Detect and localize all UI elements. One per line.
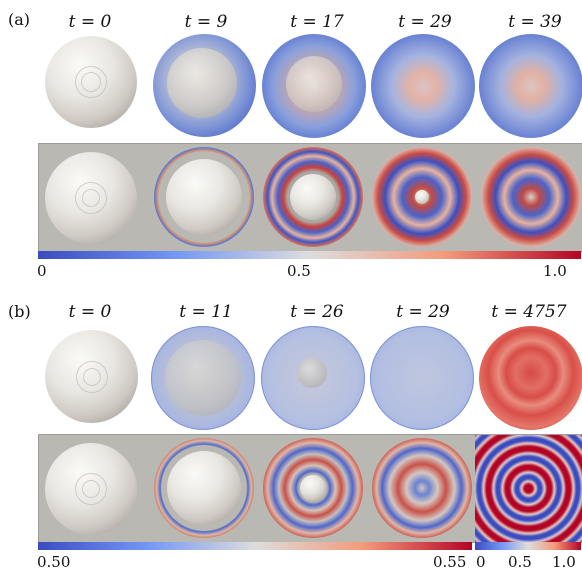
panel-a-label: (a) — [8, 10, 31, 29]
panel-a-colorbar — [38, 251, 581, 259]
panel-b-sphere-t11 — [151, 326, 255, 430]
panel-a-section-t29 — [372, 147, 472, 247]
panel-b-colorbar-inset-max: 1.0 — [552, 553, 576, 571]
panel-b-time-4: t = 29 — [396, 302, 450, 322]
panel-a-time-4: t = 29 — [398, 12, 452, 32]
panel-b-label: (b) — [8, 302, 31, 321]
panel-b-section-t26 — [263, 438, 363, 538]
panel-a-colorbar-mid: 0.5 — [287, 262, 311, 280]
panel-a-time-3: t = 17 — [290, 12, 344, 32]
panel-b-time-2: t = 11 — [179, 302, 233, 322]
panel-a-sphere-t29 — [371, 34, 475, 138]
panel-a-time-2: t = 9 — [184, 12, 228, 32]
panel-a-sphere-t9 — [153, 34, 256, 137]
panel-b-sphere-t26 — [261, 326, 365, 430]
panel-b-cross-section-strip — [38, 434, 582, 543]
panel-b-time-5: t = 4757 — [491, 302, 567, 322]
panel-b-section-t11 — [154, 438, 254, 538]
panel-b-section-t0 — [45, 443, 137, 535]
panel-b-colorbar-main — [38, 542, 472, 550]
panel-a-section-t0 — [45, 152, 137, 244]
panel-a-sphere-t17 — [262, 34, 366, 138]
panel-a-time-1: t = 0 — [68, 12, 112, 32]
panel-a-sphere-t39 — [479, 34, 582, 138]
panel-a-section-t17 — [263, 147, 363, 247]
panel-b-colorbar-inset-mid: 0.5 — [508, 553, 532, 571]
panel-a-sphere-t0 — [45, 36, 137, 128]
panel-b-colorbar-main-min: 0.50 — [37, 553, 71, 571]
panel-b-colorbar-inset-min: 0 — [476, 553, 486, 571]
panel-a-section-t9 — [154, 147, 254, 247]
panel-b-colorbar-main-max: 0.55 — [433, 553, 467, 571]
panel-b-time-3: t = 26 — [290, 302, 344, 322]
panel-a-colorbar-max: 1.0 — [543, 262, 567, 280]
panel-b-sphere-t4757 — [479, 326, 582, 430]
panel-a-section-t39 — [481, 147, 581, 247]
panel-b-section-t29 — [372, 438, 472, 538]
panel-b-sphere-t29 — [370, 326, 474, 430]
panel-a-time-5: t = 39 — [508, 12, 562, 32]
panel-b-colorbar-inset — [475, 542, 581, 550]
panel-a-colorbar-min: 0 — [37, 262, 47, 280]
panel-b-section-t4757 — [475, 435, 582, 542]
panel-b-time-1: t = 0 — [68, 302, 112, 322]
panel-b-sphere-t0 — [45, 330, 138, 423]
panel-a-cross-section-strip — [38, 143, 582, 252]
